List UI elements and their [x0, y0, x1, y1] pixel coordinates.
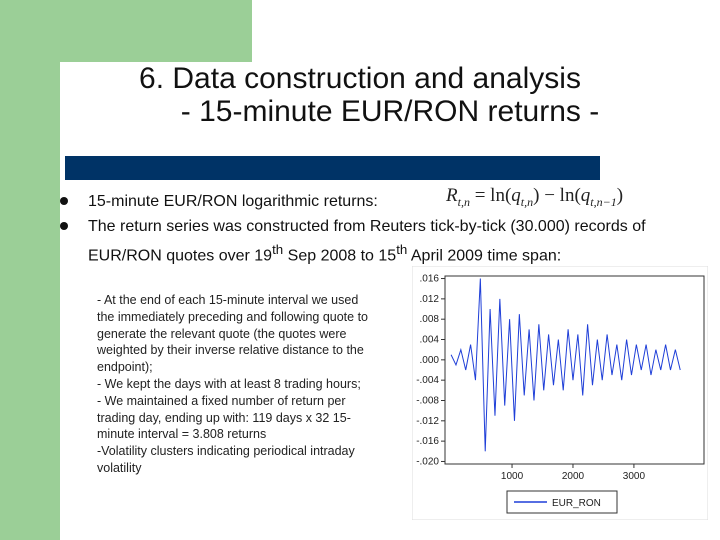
chart: .016 .012 .008 .004 .000 -.004 -.008 -.012 -.016… [412, 266, 708, 520]
text: = ln( [474, 185, 512, 206]
chart-frame [412, 266, 708, 520]
note-line: - At the end of each 15-minute interval … [97, 293, 359, 307]
y-tick-label: .016 [420, 274, 440, 285]
series-line [450, 278, 681, 452]
y-tick-label: -.004 [416, 375, 439, 386]
bullet: The return series was constructed from R… [88, 215, 708, 267]
text: ) − ln( [533, 185, 581, 206]
text: ) [616, 185, 624, 206]
text: The return series was constructed from R… [88, 218, 646, 265]
y-tick-label: -.012 [416, 416, 439, 427]
title-line: - 15-minute EUR/RON returns - [180, 95, 600, 128]
symbol: q [511, 185, 521, 206]
y-tick-label: -.020 [416, 456, 439, 467]
note-line: -Volatility clusters indicating periodic… [97, 444, 355, 459]
superscript: th [396, 242, 408, 257]
note-line: trading day, ending up with: 119 days x … [97, 410, 351, 425]
plot-area [444, 275, 705, 465]
bullet-dot [60, 197, 68, 205]
y-tick-label: .012 [420, 294, 440, 305]
slide-title: 6. Data construction and analysis - 15-m… [60, 62, 660, 128]
title-bar [65, 156, 600, 180]
note-line: - We kept the days with at least 8 tradi… [97, 376, 361, 391]
note-line: generate the relevant quote (the quotes … [97, 326, 347, 341]
y-tick-label: .008 [420, 314, 440, 325]
formula: Rt,n = ln(qt,n) − ln(qt,n−1) [446, 185, 623, 210]
notes: - At the end of each 15-minute interval … [97, 292, 407, 477]
subscript: t,n−1 [590, 194, 617, 209]
title-line: 6. Data construction and analysis [139, 62, 581, 95]
note-line: volatility [97, 460, 142, 475]
x-tick-label: 1000 [501, 471, 524, 482]
green-strip [0, 0, 60, 540]
text: April 2009 time span: [407, 247, 562, 265]
symbol: R [446, 185, 458, 206]
bullet: 15-minute EUR/RON logarithmic returns: [88, 193, 378, 210]
superscript: th [272, 242, 284, 257]
symbol: q [580, 185, 591, 206]
legend-box [506, 490, 618, 514]
note-line: endpoint); [97, 360, 153, 375]
text: Sep 2008 to 15 [283, 247, 397, 265]
note-line: - We maintained a fixed number of return… [97, 393, 346, 408]
x-tick-label: 3000 [623, 471, 646, 482]
legend-label: EUR_RON [552, 498, 601, 509]
y-tick-label: .004 [420, 335, 440, 346]
subscript: t,n [520, 194, 534, 209]
note-line: the immediately preceding and following … [97, 309, 369, 324]
note-line: weighted by their inverse relative dista… [97, 343, 364, 358]
bullet-dot [60, 222, 68, 230]
y-tick-label: -.016 [416, 436, 439, 447]
x-tick-label: 2000 [562, 471, 585, 482]
subscript: t,n [457, 194, 470, 209]
y-tick-label: .000 [420, 355, 440, 366]
y-tick-label: -.008 [416, 395, 439, 406]
note-line: minute interval = 3.808 returns [97, 427, 267, 442]
